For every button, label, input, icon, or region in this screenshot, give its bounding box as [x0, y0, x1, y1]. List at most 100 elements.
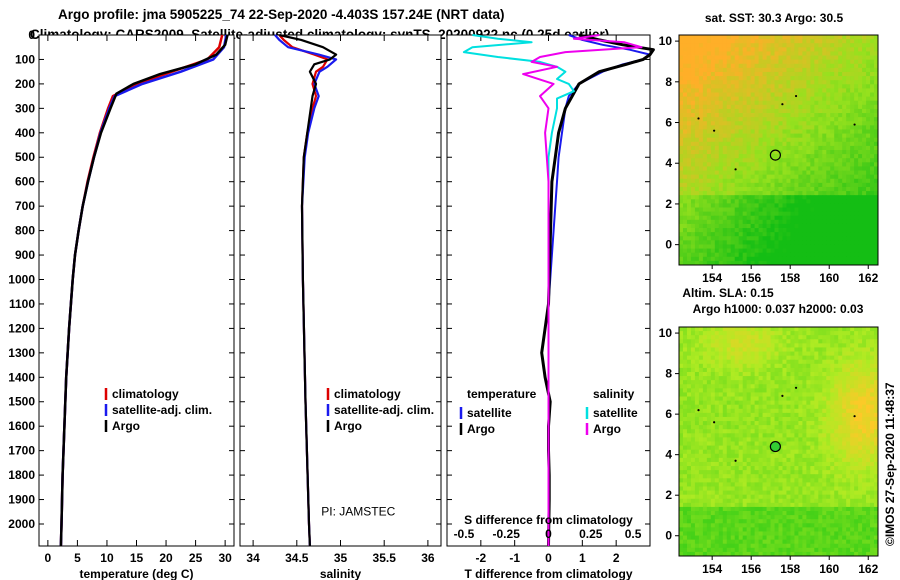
- heatmap-cell: [794, 150, 799, 155]
- heatmap-cell: [870, 461, 875, 467]
- heatmap-cell: [782, 244, 787, 249]
- heatmap-cell: [750, 256, 756, 262]
- heatmap-cell: [858, 63, 863, 69]
- heatmap-cell: [746, 367, 752, 373]
- heatmap-cell: [686, 327, 692, 332]
- heatmap-cell: [742, 244, 748, 249]
- heatmap-cell: [838, 59, 843, 65]
- heatmap-cell: [786, 100, 791, 106]
- heatmap-cell: [802, 55, 807, 61]
- heatmap-cell: [834, 63, 839, 69]
- heatmap-cell: [738, 43, 744, 48]
- heatmap-cell: [822, 88, 827, 93]
- heatmap-cell: [866, 244, 871, 249]
- heatmap-cell: [798, 429, 803, 434]
- heatmap-cell: [766, 59, 771, 65]
- heatmap-cell: [766, 170, 771, 176]
- heatmap-cell: [734, 441, 740, 446]
- heatmap-cell: [790, 384, 795, 389]
- heatmap-cell: [682, 396, 688, 402]
- heatmap-cell: [690, 55, 696, 61]
- heatmap-cell: [762, 457, 767, 463]
- heatmap-cell: [702, 470, 708, 475]
- heatmap-cell: [858, 186, 863, 192]
- heatmap-cell: [710, 133, 716, 139]
- heatmap-cell: [706, 150, 712, 155]
- heatmap-cell: [758, 351, 763, 357]
- heatmap-cell: [754, 416, 759, 422]
- heatmap-cell: [702, 186, 708, 192]
- heatmap-cell: [834, 256, 839, 262]
- heatmap-cell: [846, 113, 851, 118]
- heatmap-cell: [722, 80, 728, 85]
- heatmap-cell: [714, 150, 720, 155]
- heatmap-cell: [762, 429, 767, 434]
- heatmap-cell: [722, 195, 728, 200]
- heatmap-cell: [774, 108, 779, 114]
- heatmap-cell: [774, 170, 779, 176]
- heatmap-cell: [854, 92, 859, 98]
- heatmap-cell: [746, 376, 752, 381]
- heatmap-cell: [694, 133, 700, 139]
- heatmap-cell: [726, 199, 732, 204]
- heatmap-cell: [774, 327, 779, 332]
- heatmap-cell: [702, 108, 708, 114]
- heatmap-cell: [810, 367, 815, 373]
- heatmap-cell: [750, 207, 756, 213]
- heatmap-cell: [694, 84, 700, 89]
- heatmap-cell: [810, 339, 815, 344]
- heatmap-cell: [802, 195, 807, 200]
- heatmap-cell: [734, 43, 740, 48]
- heatmap-cell: [814, 256, 819, 262]
- heatmap-cell: [838, 129, 843, 134]
- heatmap-cell: [842, 223, 847, 229]
- heatmap-cell: [742, 137, 748, 143]
- heatmap-cell: [814, 113, 819, 118]
- heatmap-cell: [758, 145, 763, 151]
- heatmap-cell: [866, 55, 871, 61]
- heatmap-cell: [694, 363, 700, 369]
- heatmap-cell: [714, 240, 720, 245]
- heatmap-cell: [682, 392, 688, 397]
- x-tick-label: 156: [741, 271, 761, 285]
- heatmap-cell: [842, 63, 847, 69]
- heatmap-cell: [778, 470, 783, 475]
- heatmap-cell: [750, 228, 756, 233]
- heatmap-cell: [786, 339, 791, 344]
- heatmap-cell: [734, 429, 740, 434]
- heatmap-cell: [754, 195, 759, 200]
- heatmap-cell: [858, 240, 863, 245]
- heatmap-cell: [782, 445, 787, 451]
- heatmap-cell: [750, 43, 756, 48]
- heatmap-cell: [818, 371, 823, 377]
- heatmap-cell: [862, 437, 867, 442]
- heatmap-cell: [790, 219, 795, 225]
- y-tick-label: 1600: [8, 419, 35, 433]
- heatmap-cell: [826, 478, 831, 483]
- heatmap-cell: [818, 158, 823, 163]
- heatmap-cell: [738, 35, 744, 40]
- heatmap-cell: [858, 154, 863, 159]
- heatmap-cell: [842, 84, 847, 89]
- heatmap-cell: [734, 425, 740, 430]
- heatmap-cell: [842, 166, 847, 171]
- heatmap-cell: [806, 380, 811, 385]
- heatmap-cell: [690, 260, 696, 266]
- heatmap-cell: [702, 154, 708, 159]
- heatmap-cell: [686, 470, 692, 475]
- heatmap-cell: [686, 433, 692, 438]
- heatmap-cell: [714, 129, 720, 134]
- heatmap-cell: [806, 363, 811, 369]
- heatmap-cell: [786, 474, 791, 479]
- heatmap-cell: [794, 191, 799, 196]
- heatmap-cell: [838, 219, 843, 225]
- heatmap-cell: [774, 371, 779, 377]
- heatmap-cell: [766, 449, 771, 455]
- heatmap-cell: [874, 170, 879, 176]
- heatmap-cell: [846, 347, 851, 352]
- heatmap-cell: [794, 129, 799, 134]
- heatmap-cell: [790, 429, 795, 434]
- heatmap-cell: [846, 429, 851, 434]
- heatmap-cell: [750, 170, 756, 176]
- heatmap-cell: [730, 191, 736, 196]
